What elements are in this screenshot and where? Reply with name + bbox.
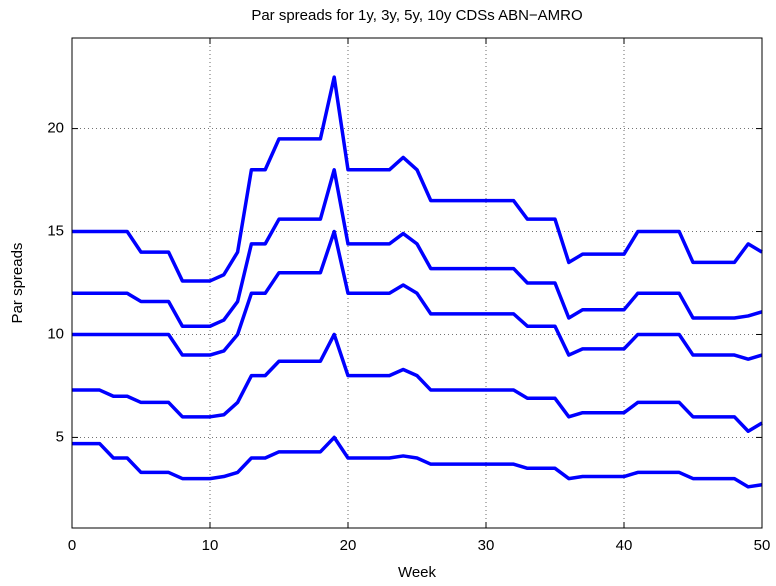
x-tick-label: 50	[754, 537, 771, 554]
plot-frame	[71, 37, 763, 529]
series-line	[72, 332, 763, 433]
x-tick-label: 20	[340, 537, 357, 554]
chart-title: Par spreads for 1y, 3y, 5y, 10y CDSs ABN…	[251, 7, 582, 24]
series-line	[72, 168, 763, 328]
y-tick-label: 10	[47, 325, 64, 342]
x-axis-label: Week	[398, 564, 437, 581]
y-axis-label: Par spreads	[9, 243, 26, 324]
series-line	[72, 229, 763, 361]
series-line	[72, 75, 763, 283]
series-line	[72, 435, 763, 489]
y-tick-label: 5	[56, 428, 64, 445]
y-tick-label: 20	[47, 120, 64, 137]
y-tick-label: 15	[47, 222, 64, 239]
x-tick-label: 10	[202, 537, 219, 554]
x-tick-label: 0	[68, 537, 76, 554]
x-tick-label: 40	[616, 537, 633, 554]
x-tick-label: 30	[478, 537, 495, 554]
